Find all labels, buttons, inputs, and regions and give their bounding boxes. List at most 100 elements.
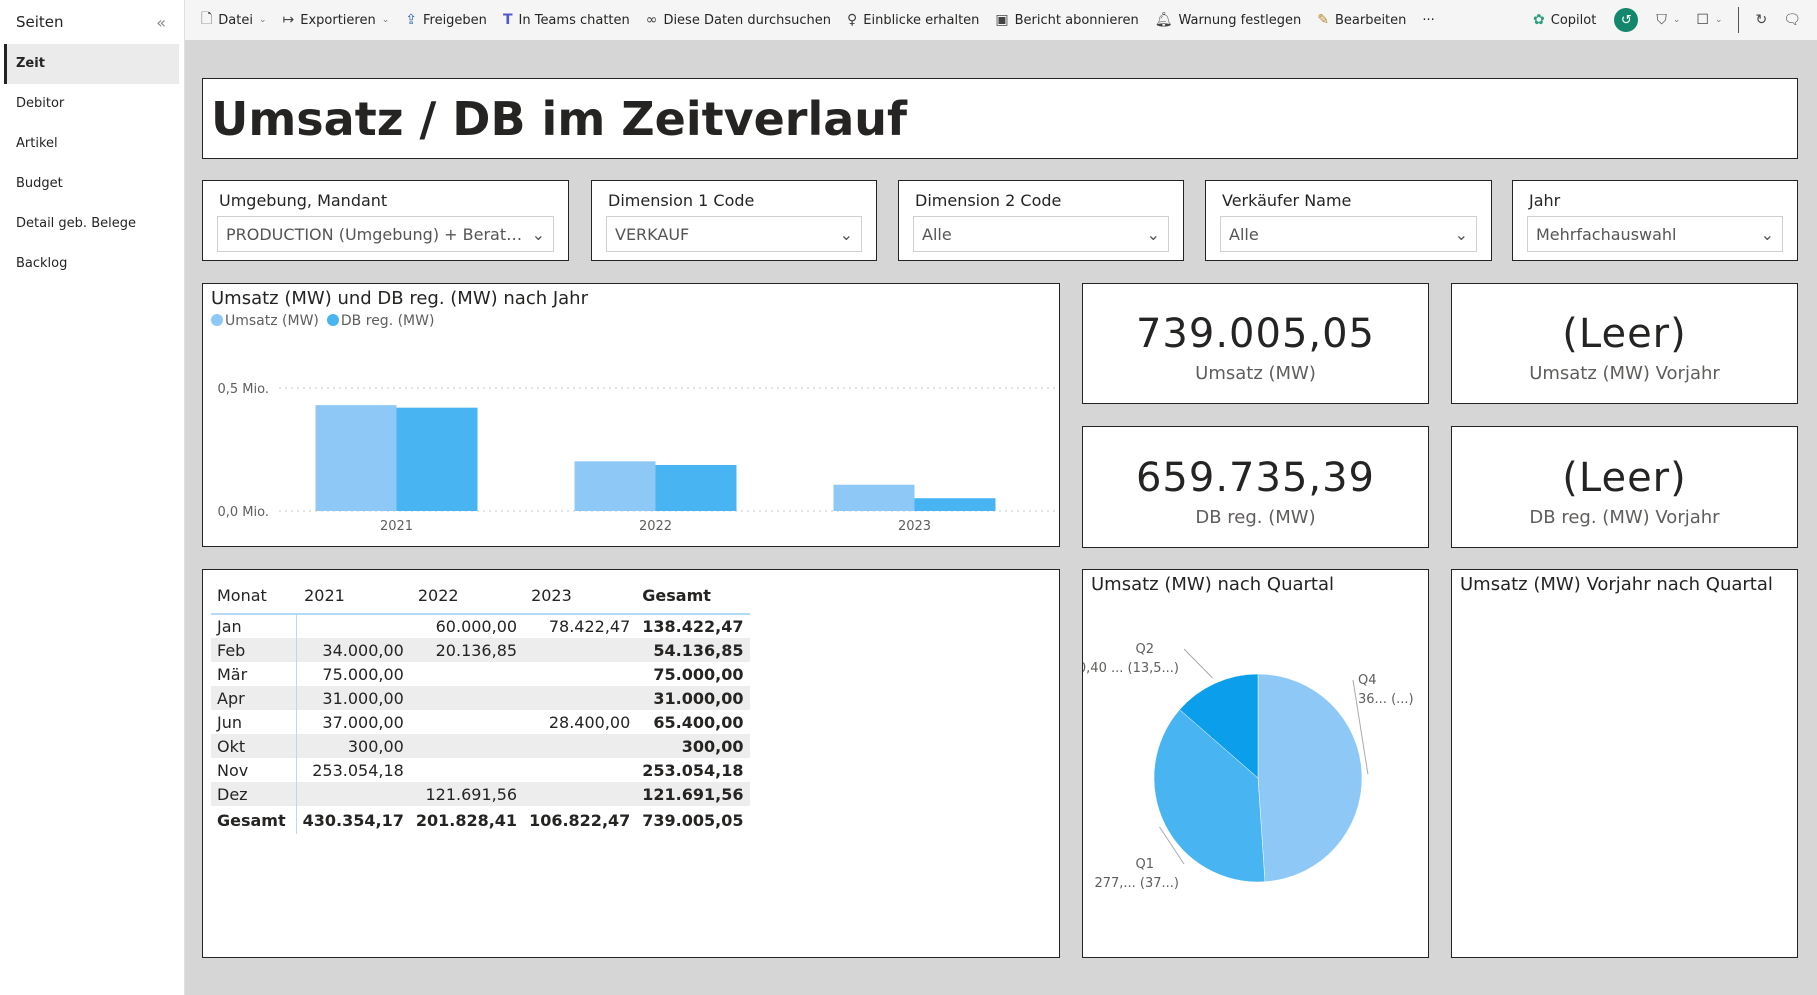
sidebar-title: Seiten	[16, 13, 64, 31]
slicer-umgebung-mandant: Umgebung, Mandant PRODUCTION (Umgebung) …	[202, 180, 569, 261]
collapse-icon[interactable]: «	[156, 12, 166, 32]
view-menu[interactable]: ☐ ⌄	[1688, 12, 1730, 28]
page-zeit[interactable]: Zeit	[4, 44, 179, 84]
pencil-icon: ✎	[1317, 12, 1329, 28]
more-options-button[interactable]: ···	[1422, 12, 1435, 28]
chevron-down-icon: ⌄	[1454, 224, 1468, 244]
export-menu[interactable]: ↦ Exportieren ⌄	[275, 12, 398, 28]
report-title: Umsatz / DB im Zeitverlauf	[202, 78, 1798, 159]
page-detail-geb-belege[interactable]: Detail geb. Belege	[16, 216, 136, 231]
kpi-db-vorjahr: (Leer) DB reg. (MW) Vorjahr	[1451, 426, 1798, 548]
table-cell: 28.400,00	[548, 712, 631, 732]
kpi-caption: DB reg. (MW)	[1195, 506, 1316, 528]
table-cell: 253.054,18	[312, 760, 404, 780]
page-artikel[interactable]: Artikel	[16, 136, 58, 151]
leader-line	[1183, 648, 1213, 679]
share-button[interactable]: ⇪ Freigeben	[397, 12, 495, 28]
table-cell: 138.422,47	[642, 617, 744, 636]
slicer-dropdown[interactable]: VERKAUF ⌄	[606, 216, 862, 252]
column-header[interactable]: 2023	[523, 578, 637, 615]
insights-button[interactable]: ♀ Einblicke erhalten	[839, 12, 987, 28]
leader-line	[1159, 826, 1185, 865]
legend-label: Umsatz (MW)	[225, 313, 319, 329]
file-menu[interactable]: 🗋 Datei ⌄	[193, 8, 275, 32]
legend-label: DB reg. (MW)	[340, 313, 435, 329]
copilot-button[interactable]: ✿ Copilot	[1525, 12, 1604, 28]
kpi-caption: Umsatz (MW) Vorjahr	[1529, 363, 1720, 384]
legend-item-umsatz[interactable]: Umsatz (MW)	[211, 313, 319, 329]
alert-label: Warnung festlegen	[1178, 12, 1302, 28]
subscribe-button[interactable]: ▣ Bericht abonnieren	[987, 12, 1146, 28]
x-tick-label: 2021	[380, 519, 413, 534]
chevron-down-icon: ⌄	[1672, 15, 1681, 25]
alert-button[interactable]: 🔔︎ Warnung festlegen	[1147, 12, 1310, 28]
bar-db-2021[interactable]	[396, 407, 478, 511]
table-cell: 34.000,00	[296, 638, 410, 662]
kpi-value: (Leer)	[1562, 454, 1687, 501]
slicer-dimension-2: Dimension 2 Code Alle ⌄	[898, 180, 1184, 261]
slicer-value: Mehrfachauswahl	[1536, 224, 1677, 244]
column-header[interactable]: 2022	[409, 578, 524, 615]
legend-dot-icon	[326, 314, 339, 326]
column-header[interactable]: Gesamt	[636, 578, 750, 615]
bookmark-menu[interactable]: ⛉ ⌄	[1648, 12, 1688, 28]
pie-slice-q4[interactable]	[1257, 673, 1363, 883]
bar-chart: 0,0 Mio. 0,5 Mio. 2021 2022 2023 Umsatz (MW)…	[202, 283, 1060, 547]
slicer-dropdown[interactable]: Mehrfachauswahl ⌄	[1527, 216, 1783, 252]
slicer-label: Dimension 2 Code	[915, 191, 1062, 210]
table-cell: 65.400,00	[653, 712, 744, 732]
bar-umsatz-2022[interactable]	[574, 461, 656, 511]
total-cell: 430.354,17	[302, 810, 404, 830]
file-label: Datei	[218, 12, 253, 28]
legend-dot-icon	[211, 314, 223, 326]
comments-button[interactable]: 🗨	[1775, 12, 1809, 28]
table-row: Feb 34.000,00 20.136,85 54.136,85	[211, 638, 750, 662]
table-row: Nov 253.054,18 253.054,18	[211, 758, 750, 782]
refresh-button[interactable]: ↻	[1747, 12, 1775, 28]
kpi-umsatz: 739.005,05 Umsatz (MW)	[1082, 283, 1429, 404]
chart-title: Umsatz (MW) nach Quartal	[1091, 574, 1334, 595]
bar-chart-svg: 0,0 Mio. 0,5 Mio. 2021 2022 2023	[218, 382, 1056, 534]
reset-icon[interactable]: ↺	[1614, 8, 1639, 32]
edit-button[interactable]: ✎ Bearbeiten	[1309, 12, 1414, 28]
table-cell	[296, 782, 410, 806]
table-cell: Jan	[211, 614, 297, 638]
matrix-header-row: Monat 2021 2022 2023 Gesamt	[211, 578, 750, 615]
insights-label: Einblicke erhalten	[863, 12, 980, 28]
bar-db-2023[interactable]	[914, 498, 996, 511]
table-cell: Jun	[211, 710, 297, 734]
table-cell: 20.136,85	[409, 638, 524, 662]
bar-umsatz-2023[interactable]	[833, 484, 915, 511]
slicer-dropdown[interactable]: PRODUCTION (Umgebung) + Beratun... ⌄	[217, 216, 554, 252]
chevron-down-icon: ⌄	[258, 15, 267, 25]
page-budget[interactable]: Budget	[16, 176, 63, 191]
slicer-dropdown[interactable]: Alle ⌄	[1220, 216, 1477, 252]
column-header[interactable]: Monat	[211, 578, 297, 615]
bar-umsatz-2021[interactable]	[315, 405, 397, 511]
chevron-down-icon: ⌄	[381, 15, 390, 25]
table-cell	[409, 686, 524, 710]
table-cell: 300,00	[636, 734, 750, 758]
slice-value-label: 36... (...)	[1358, 692, 1414, 707]
explore-data-button[interactable]: ∞ Diese Daten durchsuchen	[638, 12, 839, 28]
x-tick-label: 2023	[898, 519, 931, 534]
share-label: Freigeben	[422, 12, 487, 28]
kpi-value: (Leer)	[1562, 311, 1687, 357]
slicer-dropdown[interactable]: Alle ⌄	[913, 216, 1169, 252]
table-cell: 60.000,00	[435, 617, 518, 636]
table-cell	[523, 758, 636, 782]
table-cell	[523, 662, 636, 686]
slice-category-label: Q4	[1358, 673, 1377, 688]
pie-slice-q1[interactable]	[1153, 709, 1266, 883]
kpi-value: 659.735,39	[1135, 454, 1376, 501]
bar-db-2022[interactable]	[655, 464, 737, 511]
legend-item-db[interactable]: DB reg. (MW)	[326, 313, 435, 329]
pie-slice-q2[interactable]	[1179, 673, 1259, 779]
page-backlog[interactable]: Backlog	[16, 256, 68, 271]
page-debitor[interactable]: Debitor	[16, 96, 65, 111]
table-row: Dez 121.691,56 121.691,56	[211, 782, 750, 806]
explore-label: Diese Daten durchsuchen	[663, 12, 831, 28]
sidebar-header: Seiten «	[0, 0, 184, 44]
column-header[interactable]: 2021	[296, 578, 410, 615]
teams-chat-button[interactable]: T In Teams chatten	[495, 12, 638, 28]
